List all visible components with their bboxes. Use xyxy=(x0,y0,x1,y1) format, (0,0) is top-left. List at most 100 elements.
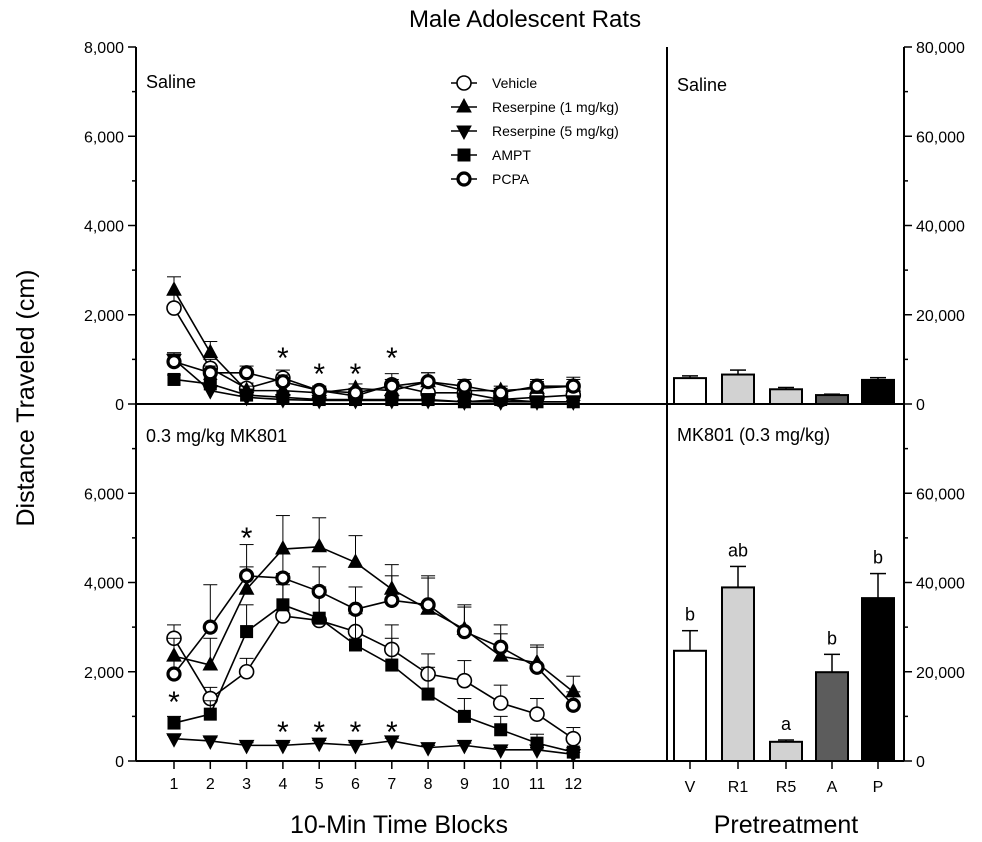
y-tick-label-right: 80,000 xyxy=(916,40,965,57)
series-ampt xyxy=(167,573,581,759)
data-point xyxy=(203,707,217,721)
x-tick-label: 1 xyxy=(170,776,179,793)
data-point xyxy=(420,374,436,390)
data-point xyxy=(166,733,182,748)
legend-item: Reserpine (1 mg/kg) xyxy=(451,97,619,115)
legend: Vehicle Reserpine (1 mg/kg) Reserpine (5 m… xyxy=(451,75,619,187)
data-point xyxy=(202,735,219,750)
x-tick-label: 4 xyxy=(278,776,287,793)
data-point xyxy=(167,372,181,386)
data-point xyxy=(421,393,435,407)
legend-label: AMPT xyxy=(492,147,531,163)
y-tick-label: 2,000 xyxy=(84,308,124,325)
data-point xyxy=(565,378,581,394)
data-point xyxy=(239,568,255,584)
x-tick-label-pretreatment: R1 xyxy=(728,779,749,796)
data-point xyxy=(385,393,399,407)
y-tick-label-right: 40,000 xyxy=(916,219,965,236)
series-line xyxy=(173,737,574,756)
legend-label: Reserpine (1 mg/kg) xyxy=(492,99,619,115)
legend-marker xyxy=(456,75,472,91)
bar-a xyxy=(815,671,849,762)
y-tick-label-right: 40,000 xyxy=(916,576,965,593)
data-point xyxy=(276,390,290,404)
legend-item: Reserpine (5 mg/kg) xyxy=(451,123,619,141)
legend-marker xyxy=(456,97,472,113)
series-line xyxy=(173,289,574,394)
data-point xyxy=(457,709,471,723)
axis-ticks: 02,0004,0006,0008,0002,0004,0006,0000020… xyxy=(84,40,965,796)
significance-letter: b xyxy=(873,548,883,568)
data-point xyxy=(456,739,473,755)
data-point xyxy=(311,383,327,399)
series-line xyxy=(173,307,574,401)
data-point xyxy=(238,663,255,680)
y-tick-label: 0 xyxy=(115,754,124,771)
data-point xyxy=(311,537,328,553)
series-line xyxy=(173,545,574,693)
series-vehicle xyxy=(166,584,582,747)
data-point xyxy=(494,723,508,737)
data-point xyxy=(166,281,182,296)
data-point xyxy=(456,672,473,689)
x-tick-label: 2 xyxy=(206,776,215,793)
x-tick-label: 9 xyxy=(460,776,469,793)
data-point xyxy=(238,580,255,595)
data-point xyxy=(166,666,182,682)
data-point xyxy=(420,597,436,613)
data-point xyxy=(530,736,544,750)
data-point xyxy=(347,553,364,568)
x-tick-label: 6 xyxy=(351,776,360,793)
x-tick-label: 12 xyxy=(564,776,582,793)
data-point xyxy=(166,647,182,662)
series-pcpa xyxy=(166,544,581,713)
significance-star: * xyxy=(313,716,325,749)
data-point xyxy=(384,378,400,394)
data-point xyxy=(347,385,364,401)
data-point xyxy=(529,659,545,675)
bar-r1 xyxy=(721,373,755,405)
bar-p xyxy=(861,378,895,405)
significance-star: * xyxy=(277,716,289,749)
y-tick-label: 6,000 xyxy=(84,129,124,146)
series-reserpine-1-mg-kg xyxy=(166,276,582,399)
significance-star: * xyxy=(277,342,289,375)
mk801-line-chart: * * * * * * xyxy=(166,515,582,764)
series-pcpa xyxy=(166,352,581,401)
x-axis-label-pretreatment: Pretreatment xyxy=(714,811,859,839)
data-point xyxy=(457,395,471,409)
data-point xyxy=(566,395,580,409)
significance-star: * xyxy=(350,716,362,749)
saline-line-chart: * * * * xyxy=(166,276,582,411)
significance-star: * xyxy=(386,716,398,749)
y-tick-label: 4,000 xyxy=(84,219,124,236)
series-reserpine-5-mg-kg xyxy=(166,733,582,764)
data-point xyxy=(166,300,182,316)
saline-bar-chart xyxy=(673,369,895,406)
data-point xyxy=(529,706,545,722)
data-point xyxy=(239,365,255,381)
data-point xyxy=(240,388,254,402)
data-point xyxy=(166,354,182,370)
data-point xyxy=(311,583,327,600)
data-point xyxy=(202,343,219,359)
x-tick-label-pretreatment: P xyxy=(873,779,884,796)
panel-label-mk801-bar: MK801 (0.3 mg/kg) xyxy=(677,425,830,445)
data-point xyxy=(349,638,362,652)
bar-r5 xyxy=(769,388,803,405)
significance-letter: ab xyxy=(728,540,748,560)
data-point xyxy=(492,744,509,759)
bar-v xyxy=(673,377,707,405)
significance-letter: a xyxy=(781,714,792,734)
y-tick-label: 6,000 xyxy=(84,486,124,503)
y-tick-label-right: 0 xyxy=(916,754,925,771)
significance-star: * xyxy=(386,342,398,375)
data-point xyxy=(565,730,582,747)
x-tick-label-pretreatment: A xyxy=(827,779,838,796)
data-point xyxy=(275,570,291,586)
bar-a xyxy=(815,394,849,406)
bar-v xyxy=(673,649,707,762)
x-tick-label: 11 xyxy=(529,776,546,793)
data-point xyxy=(203,377,217,391)
data-point xyxy=(384,592,400,608)
